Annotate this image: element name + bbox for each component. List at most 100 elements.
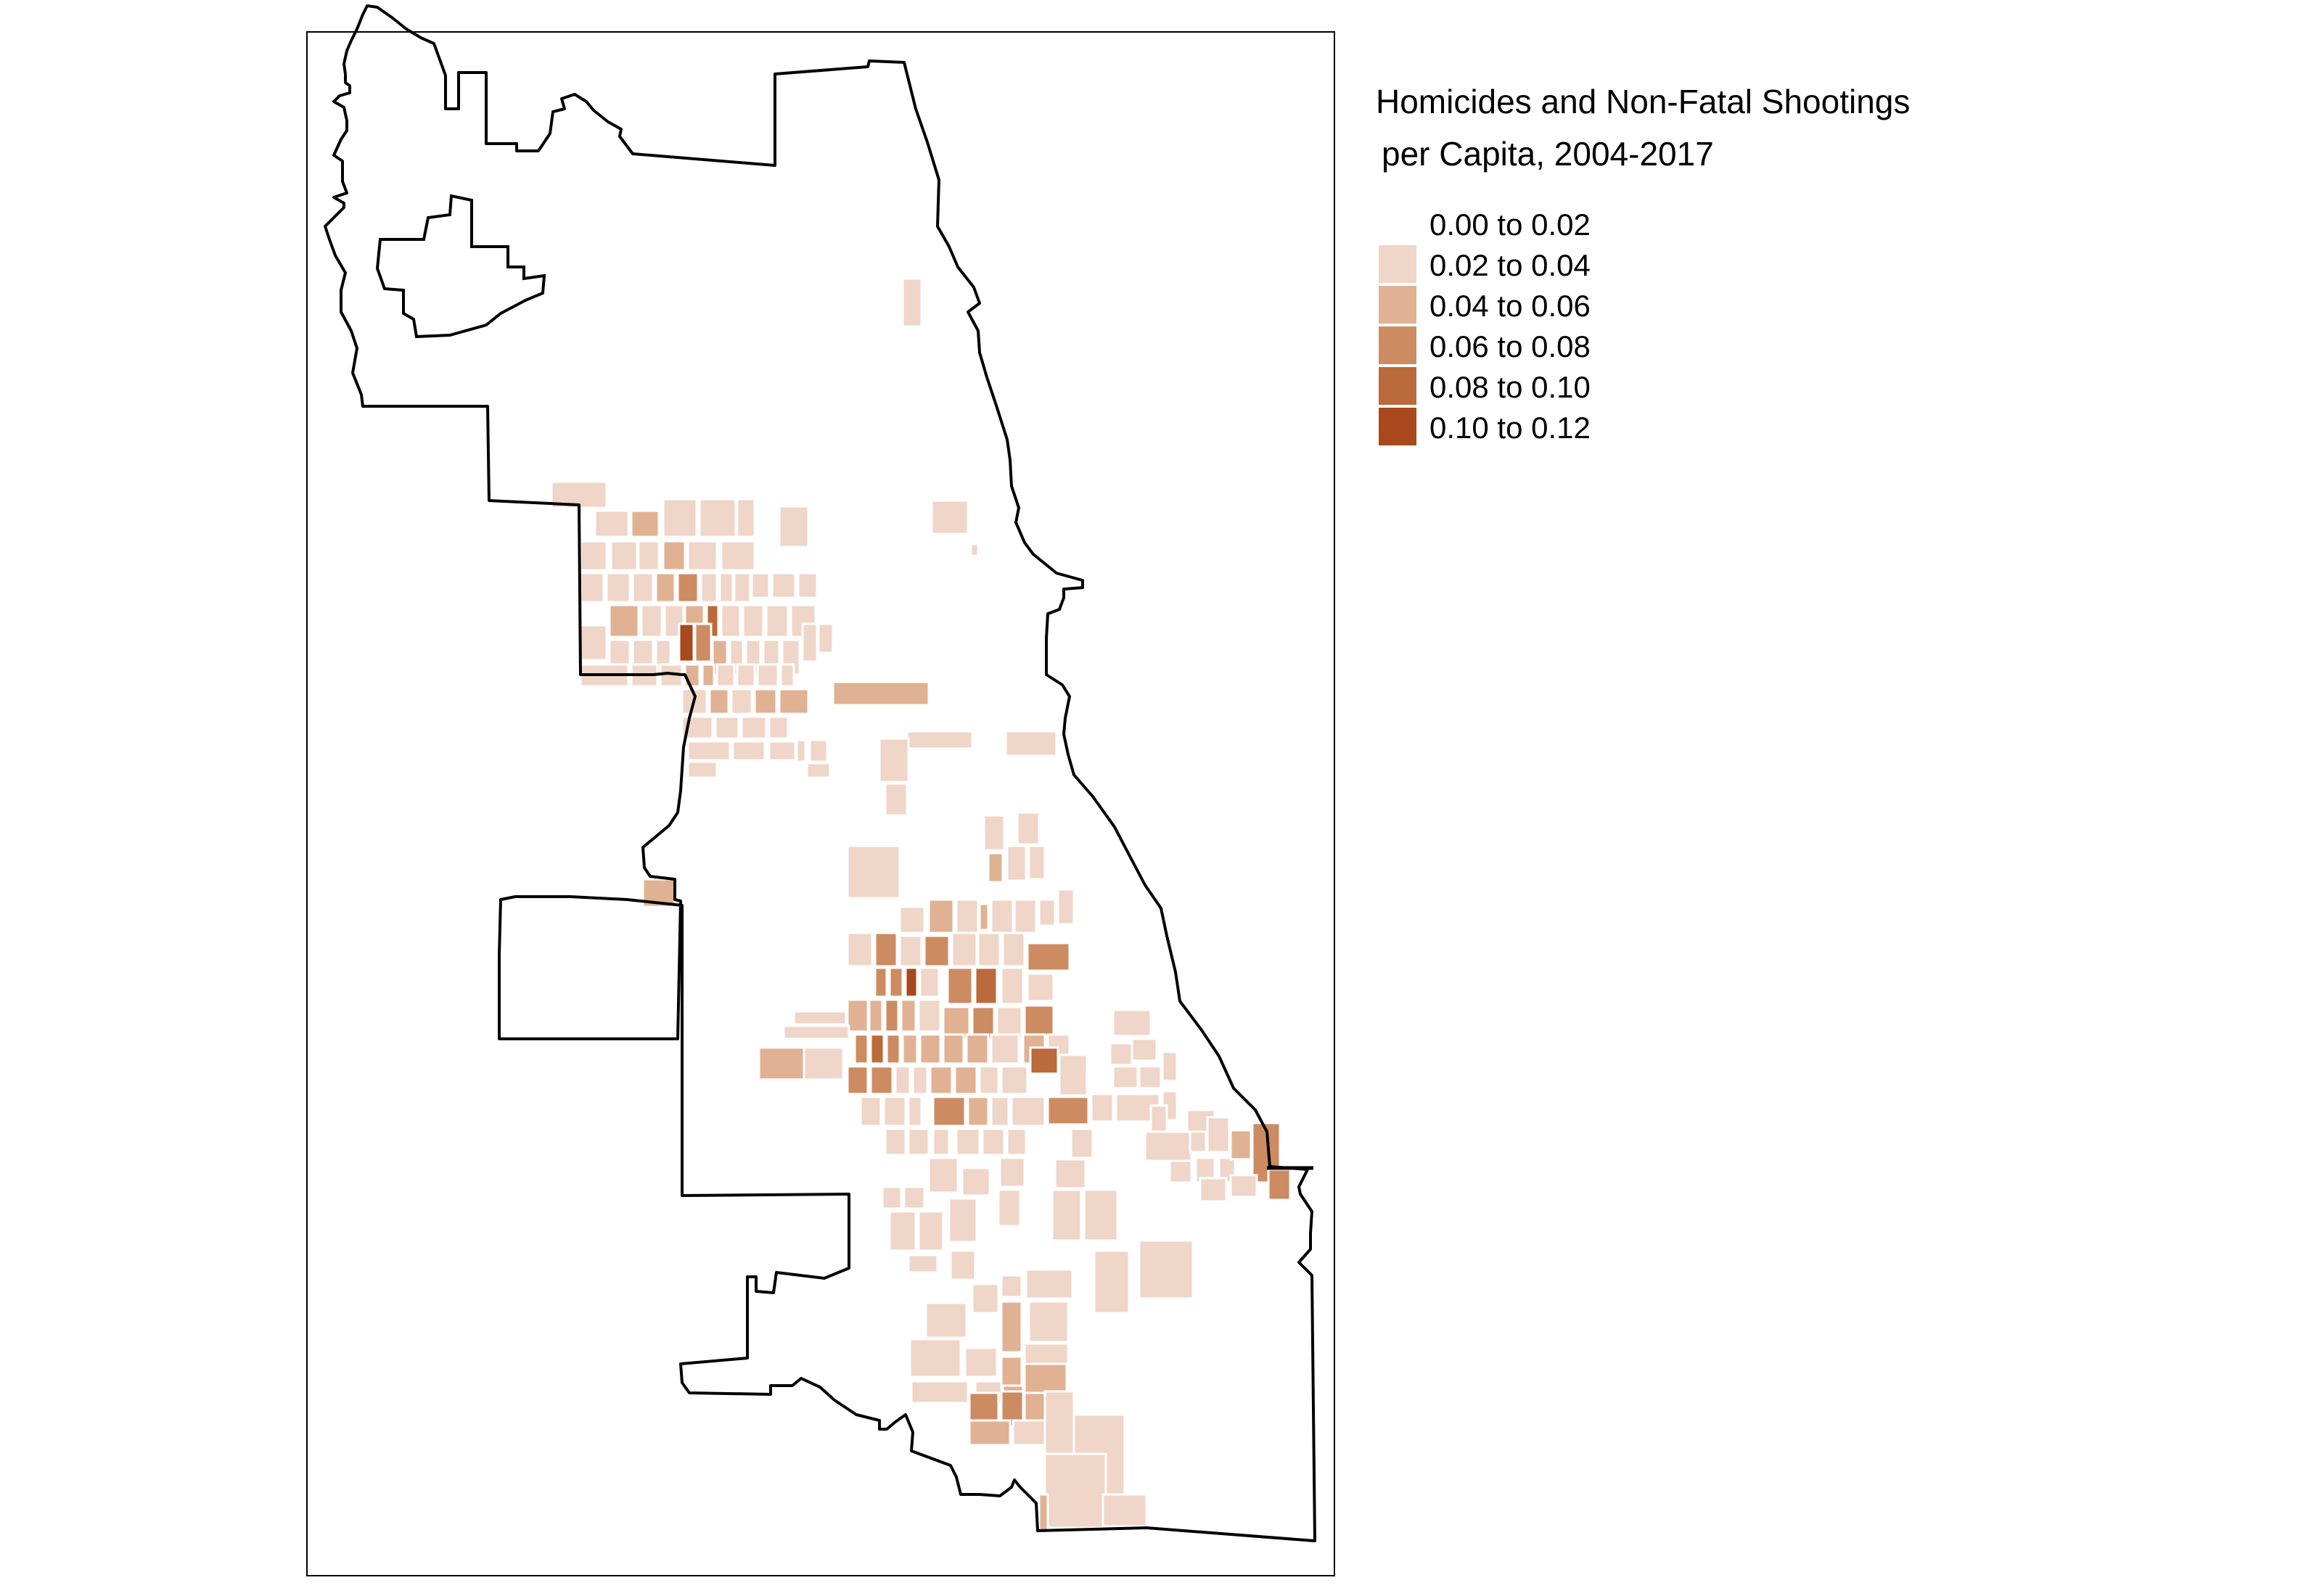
tract <box>779 663 795 688</box>
tract <box>868 998 884 1033</box>
tract <box>888 1210 917 1252</box>
tract <box>932 1127 951 1156</box>
tract <box>910 1380 969 1404</box>
tract <box>655 572 676 604</box>
tract <box>1112 1008 1152 1037</box>
tract <box>951 931 978 968</box>
city-boundary <box>324 4 1316 1542</box>
tract <box>808 739 829 763</box>
tract <box>953 1065 978 1095</box>
map-frame <box>306 31 1335 1576</box>
tract <box>1046 1095 1090 1126</box>
tract <box>1083 1188 1119 1242</box>
tract <box>768 715 789 740</box>
tract <box>1000 1065 1029 1095</box>
tract <box>906 730 974 750</box>
tract <box>1025 1268 1074 1300</box>
tract <box>1016 811 1041 846</box>
tract <box>630 509 660 538</box>
tract <box>946 966 974 1005</box>
tract <box>594 509 630 538</box>
tract <box>676 572 700 604</box>
tract <box>1267 1168 1292 1201</box>
tract <box>901 1033 919 1065</box>
tract <box>1093 1249 1131 1315</box>
tract <box>982 814 1006 852</box>
tract <box>907 1095 923 1127</box>
tract <box>771 572 797 599</box>
legend-label: 0.08 to 0.10 <box>1429 370 1591 404</box>
tract <box>1000 966 1025 1005</box>
tract <box>898 934 923 968</box>
tract <box>919 966 940 998</box>
tract <box>1043 1452 1107 1529</box>
tract <box>1161 1050 1178 1082</box>
tract <box>904 966 919 998</box>
tract <box>1199 1177 1228 1203</box>
tract <box>987 852 1004 884</box>
tract <box>846 1065 869 1095</box>
tract <box>805 762 832 779</box>
tract <box>1138 1065 1162 1090</box>
tract <box>720 604 742 638</box>
tract <box>795 739 807 763</box>
tract <box>884 998 900 1033</box>
tract <box>1189 1130 1207 1153</box>
tract <box>907 1127 930 1156</box>
tract <box>901 277 923 328</box>
tract <box>846 931 874 968</box>
tract <box>701 663 715 688</box>
tract <box>1090 1093 1115 1123</box>
tract <box>846 844 901 900</box>
tract <box>1109 1042 1133 1066</box>
tract <box>917 1210 945 1252</box>
tract <box>714 715 740 740</box>
tract <box>678 622 695 663</box>
tract <box>882 1095 907 1127</box>
legend-swatch <box>1379 245 1416 283</box>
tract <box>955 898 980 934</box>
legend-title-line1: Homicides and Non-Fatal Shootings <box>1376 83 1910 120</box>
legend-swatch <box>1379 326 1416 364</box>
tract <box>708 688 730 715</box>
tract <box>998 1156 1026 1188</box>
tract <box>698 498 737 538</box>
tract <box>1012 1419 1048 1447</box>
legend-label: 0.04 to 0.06 <box>1429 289 1591 323</box>
tract <box>768 740 797 762</box>
tract <box>929 1065 953 1095</box>
tract <box>686 740 731 762</box>
tract <box>736 663 756 688</box>
tract <box>869 1065 894 1095</box>
tract <box>1026 972 1055 1003</box>
tract <box>640 604 663 638</box>
tract <box>981 1127 1006 1156</box>
tract <box>1038 898 1057 927</box>
tract <box>579 572 605 604</box>
tract <box>1206 1116 1231 1153</box>
tract <box>718 572 734 604</box>
legend-title-line2: per Capita, 2004-2017 <box>1382 135 1714 173</box>
tract <box>662 498 698 538</box>
tract <box>610 540 639 572</box>
tract <box>1101 1493 1148 1528</box>
census-tracts <box>550 277 1292 1532</box>
tract <box>968 1419 1012 1447</box>
tract <box>955 1127 981 1156</box>
tract <box>736 498 756 538</box>
tract <box>778 505 810 548</box>
tract <box>608 604 640 638</box>
tract <box>900 998 917 1033</box>
tract <box>881 1185 903 1210</box>
tract <box>662 540 686 572</box>
tract <box>684 663 701 688</box>
tract <box>605 572 631 604</box>
tract <box>924 1301 968 1339</box>
tract <box>730 688 753 715</box>
tract <box>1004 730 1058 757</box>
legend-label: 0.10 to 0.12 <box>1429 411 1591 445</box>
tract <box>846 998 869 1033</box>
tract <box>731 740 766 762</box>
tract <box>742 604 765 638</box>
tract <box>971 1283 1000 1315</box>
